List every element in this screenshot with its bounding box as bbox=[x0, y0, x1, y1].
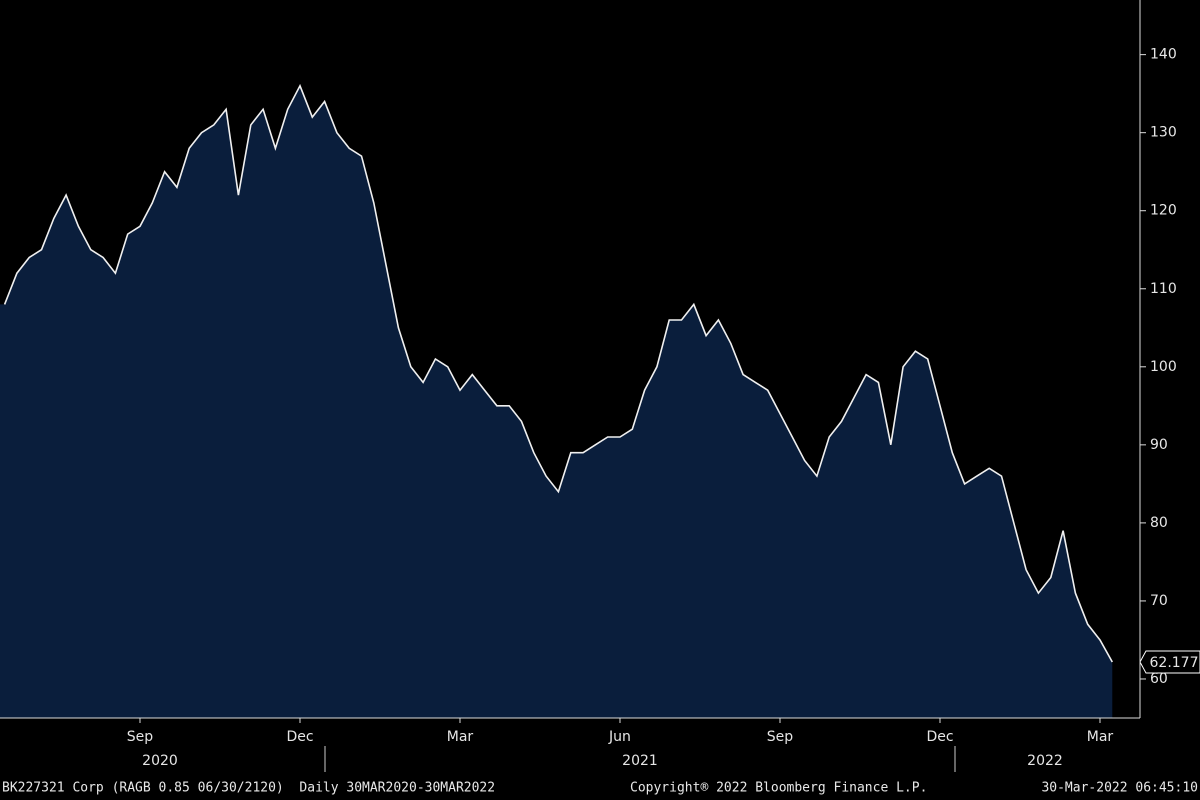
footer-left: BK227321 Corp (RAGB 0.85 06/30/2120) Dai… bbox=[2, 781, 495, 796]
price-line bbox=[3, 83, 1113, 663]
x-tick-label: Jun bbox=[608, 729, 631, 745]
x-tick-label: Mar bbox=[1087, 729, 1114, 745]
year-label: 2021 bbox=[622, 753, 658, 769]
y-tick-label: 130 bbox=[1150, 125, 1177, 141]
y-tick-label: 90 bbox=[1150, 437, 1168, 453]
x-tick-label: Dec bbox=[926, 729, 953, 745]
x-tick-label: Sep bbox=[767, 729, 794, 745]
y-tick-label: 70 bbox=[1150, 593, 1168, 609]
y-tick-label: 100 bbox=[1150, 359, 1177, 375]
year-label: 2022 bbox=[1027, 753, 1063, 769]
last-value-label: 62.177 bbox=[1150, 655, 1199, 671]
x-tick-label: Dec bbox=[286, 729, 313, 745]
footer-center: Copyright® 2022 Bloomberg Finance L.P. bbox=[630, 781, 927, 796]
y-tick-label: 80 bbox=[1150, 515, 1168, 531]
y-tick-label: 60 bbox=[1150, 671, 1168, 687]
x-tick-label: Sep bbox=[127, 729, 154, 745]
last-value-box bbox=[1139, 650, 1200, 674]
year-label: 2020 bbox=[142, 753, 178, 769]
y-tick-label: 140 bbox=[1150, 47, 1177, 63]
y-tick-label: 110 bbox=[1150, 281, 1177, 297]
area-fill bbox=[0, 85, 1113, 719]
x-tick-label: Mar bbox=[447, 729, 474, 745]
y-tick-label: 120 bbox=[1150, 203, 1177, 219]
footer-right: 30-Mar-2022 06:45:10 bbox=[1041, 781, 1198, 796]
